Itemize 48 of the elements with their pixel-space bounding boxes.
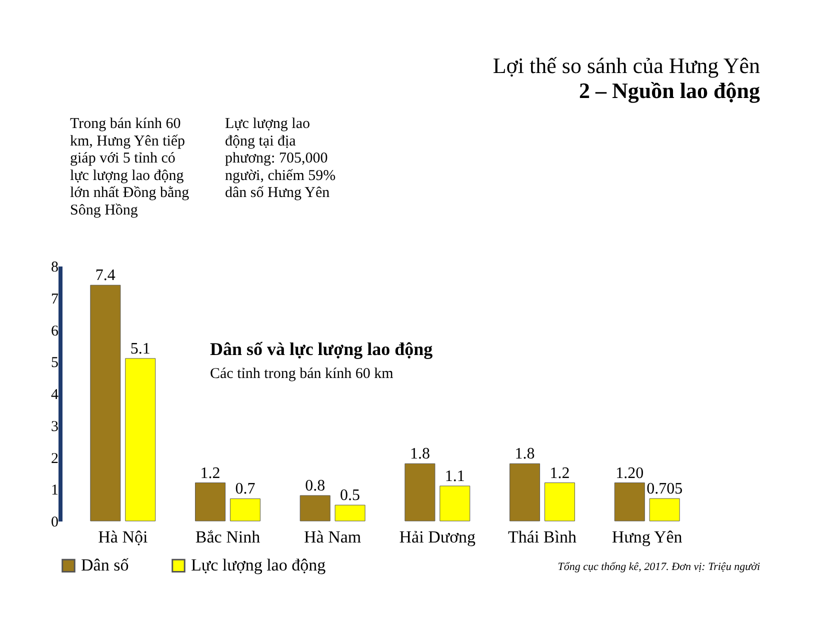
- y-tick-label: 2: [51, 450, 58, 467]
- data-label: 0.705: [646, 480, 683, 498]
- bar: [440, 486, 470, 522]
- text: Lực lượng lao động tại địa phương: 705,000 người, chiếm 59% dân số Hưng Yên: [225, 116, 336, 201]
- bar: [404, 463, 436, 522]
- chart-title: Lợi thế so sánh của Hưng Yên: [492, 53, 760, 78]
- data-label: 1.8: [410, 446, 430, 463]
- bar: [614, 482, 645, 522]
- y-tick-label: 0: [51, 514, 58, 530]
- data-label: 1.20: [616, 464, 644, 482]
- bar: [649, 498, 680, 522]
- annotation: Dân số và lực lượng lao động: [210, 339, 433, 359]
- legend-label: Lực lượng lao động: [191, 556, 326, 575]
- y-tick-label: 5: [51, 355, 58, 372]
- text: Trong bán kính 60 km, Hưng Yên tiếp giáp với 5 tỉnh có lực lượng lao động lớn nhất Đồng bằng Sông Hồng: [70, 116, 190, 218]
- x-tick-label: Thái Bình: [508, 528, 577, 546]
- text: Tổng cục thống kê, 2017. Đơn vị: Triệu người: [558, 561, 760, 573]
- data-label: 0.8: [305, 478, 326, 494]
- x-tick-label: Bắc Ninh: [195, 528, 261, 546]
- bar: [300, 495, 330, 522]
- bar: [510, 463, 540, 522]
- data-label: 1.2: [550, 464, 570, 482]
- x-tick-label: Hưng Yên: [612, 528, 683, 546]
- data-label: 1.2: [200, 464, 220, 482]
- x-tick-label: Hà Nội: [98, 528, 148, 546]
- chart-subtitle: 2 – Nguồn lao động: [579, 78, 760, 103]
- bar: [90, 284, 121, 522]
- y-tick-label: 3: [51, 418, 58, 435]
- data-label: 0.7: [235, 480, 256, 498]
- data-label: 1.1: [444, 468, 465, 485]
- x-tick-label: Hà Nam: [304, 528, 362, 546]
- bar: [125, 358, 156, 522]
- data-label: 7.4: [95, 267, 116, 284]
- y-tick-label: 6: [51, 323, 59, 340]
- data-label: 0.5: [340, 487, 360, 504]
- y-tick-label: 1: [51, 482, 58, 499]
- bar: [230, 498, 260, 522]
- x-tick-label: Hải Dương: [399, 528, 476, 546]
- y-tick-label: 7: [51, 291, 59, 308]
- legend-label: Dân số: [81, 556, 130, 575]
- annotation: Các tỉnh trong bán kính 60 km: [210, 366, 394, 382]
- y-tick-label: 8: [51, 260, 58, 276]
- bar: [544, 482, 575, 522]
- bar: [334, 504, 366, 522]
- bar: [195, 482, 226, 522]
- data-label: 5.1: [130, 340, 150, 358]
- y-tick-label: 4: [51, 387, 59, 403]
- data-label: 1.8: [514, 446, 535, 463]
